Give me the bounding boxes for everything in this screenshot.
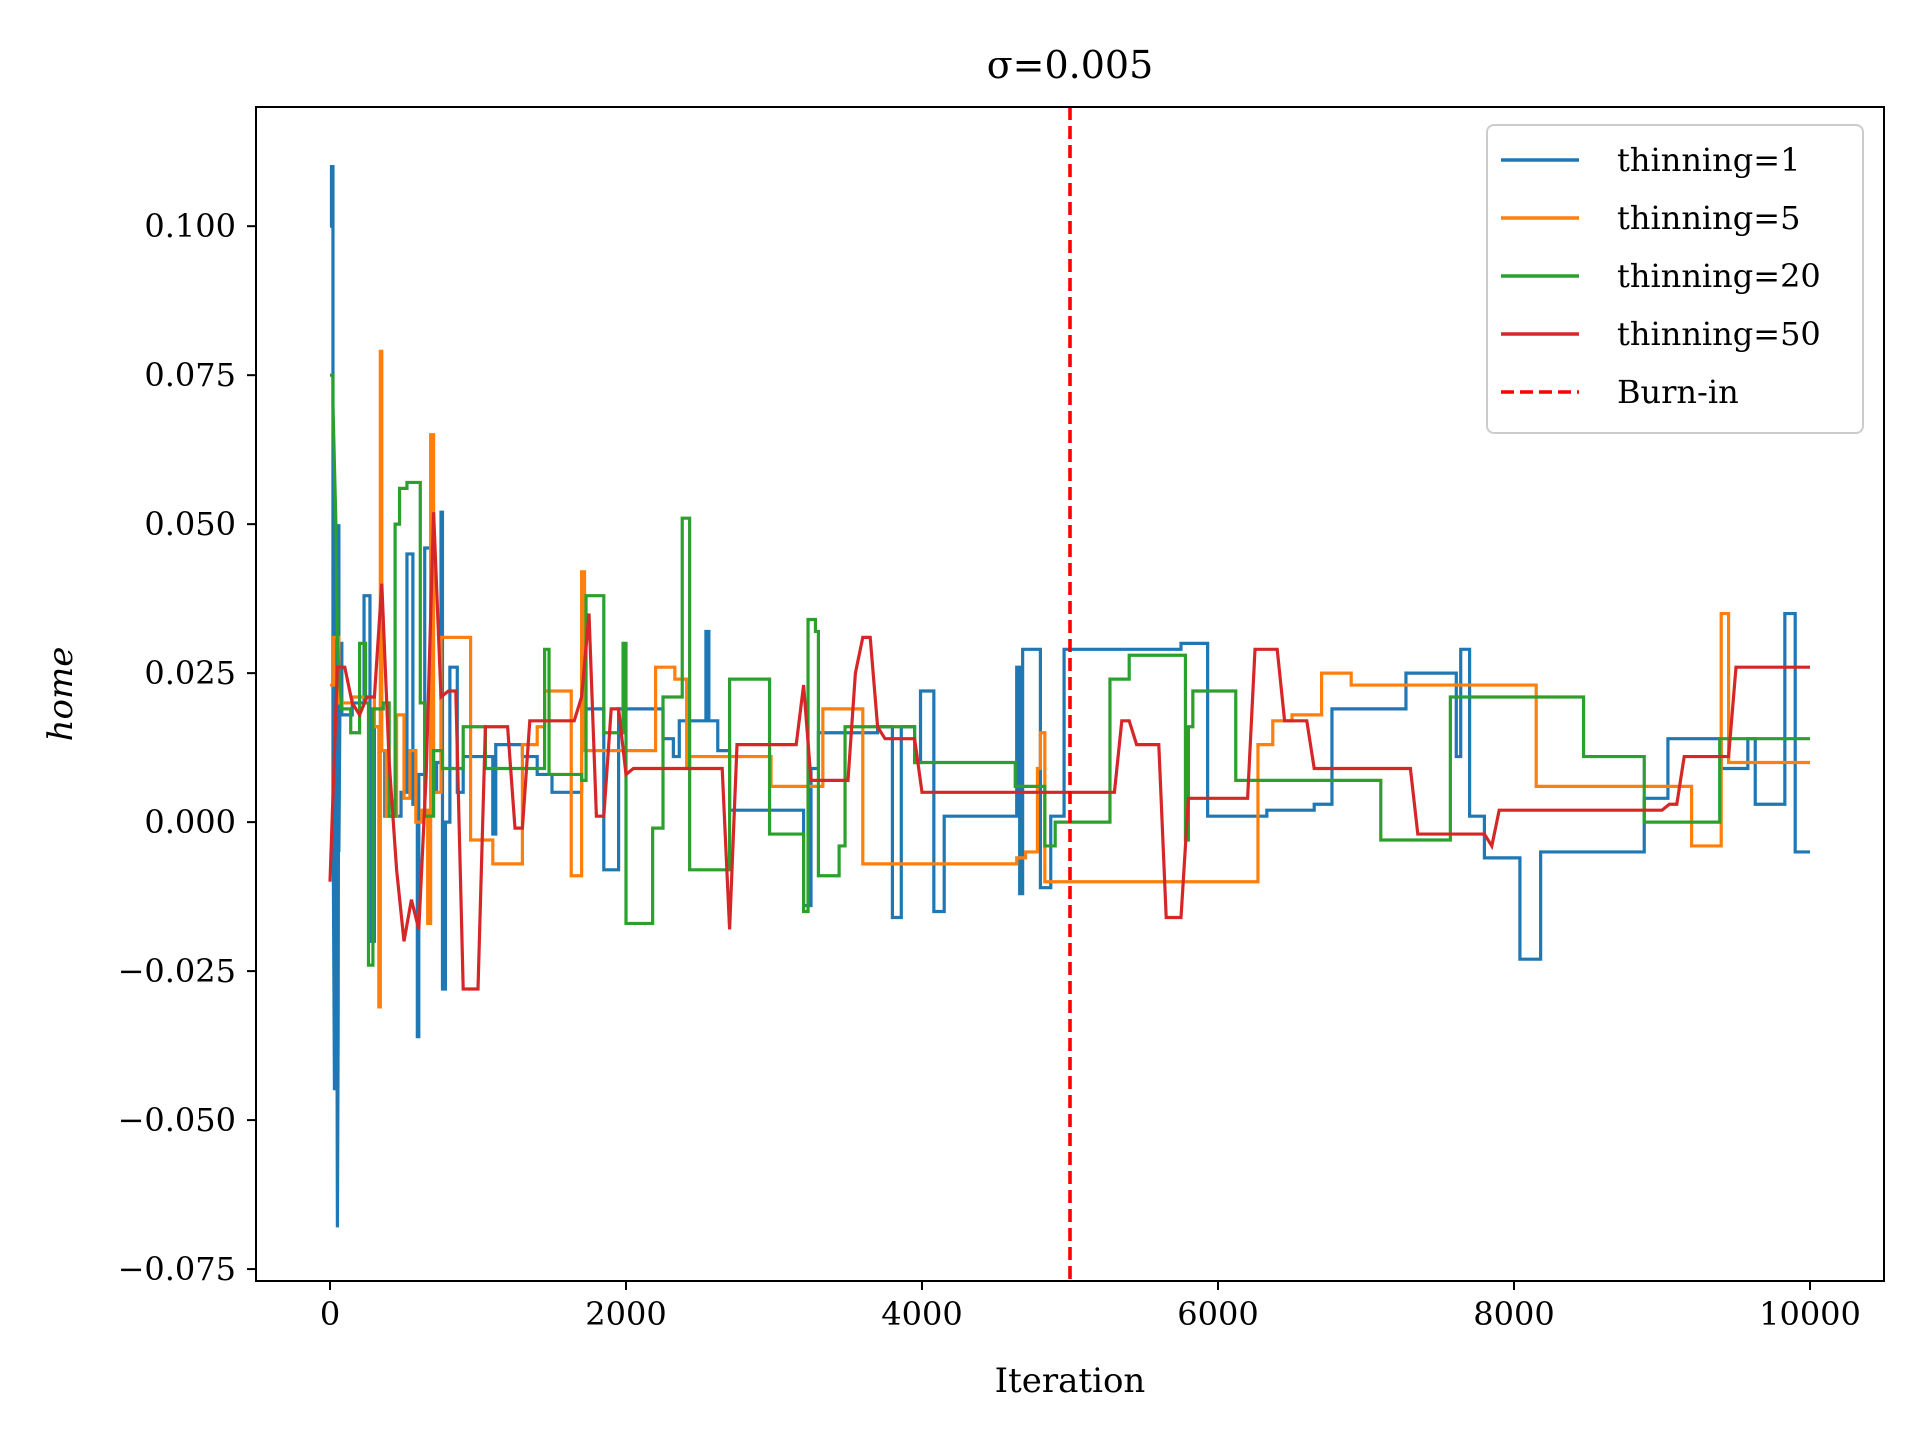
x-tick-label: 8000 — [1473, 1295, 1554, 1333]
legend-label: thinning=50 — [1617, 315, 1821, 353]
series-line-3 — [330, 373, 1810, 967]
y-axis-label: home — [41, 647, 81, 742]
series-line-4 — [328, 512, 1810, 991]
x-axis: 0 2000 4000 6000 8000 10000 — [320, 1281, 1861, 1333]
legend-label: thinning=5 — [1617, 199, 1800, 237]
y-tick-label: 0.000 — [144, 803, 236, 841]
y-tick-label: 0.025 — [144, 654, 236, 692]
y-tick-label: 0.075 — [144, 356, 236, 394]
x-tick-label: 0 — [320, 1295, 340, 1333]
legend-label: Burn-in — [1617, 373, 1739, 411]
legend-box — [1486, 124, 1864, 434]
x-tick-label: 10000 — [1759, 1295, 1861, 1333]
plot-frame — [255, 106, 1885, 1282]
y-tick-label: −0.025 — [118, 952, 236, 990]
chart-title: σ=0.005 — [987, 43, 1154, 87]
y-tick-label: 0.050 — [144, 505, 236, 543]
y-tick-label: −0.050 — [118, 1101, 236, 1139]
series-line-2 — [330, 349, 1810, 1009]
x-tick-label: 2000 — [585, 1295, 666, 1333]
x-tick-label: 4000 — [881, 1295, 962, 1333]
legend-label: thinning=20 — [1617, 257, 1821, 295]
x-tick-label: 6000 — [1177, 1295, 1258, 1333]
y-tick-label: 0.100 — [144, 207, 236, 245]
y-axis: −0.075 −0.050 −0.025 0.000 0.025 0.050 0.075 0.… — [118, 207, 256, 1288]
legend: thinning=1 thinning=5 thinning=20 thinning=… — [1486, 124, 1864, 434]
y-tick-label: −0.075 — [118, 1250, 236, 1288]
series-layer — [328, 164, 1810, 1228]
x-axis-label: Iteration — [995, 1361, 1146, 1401]
legend-label: thinning=1 — [1617, 141, 1800, 179]
